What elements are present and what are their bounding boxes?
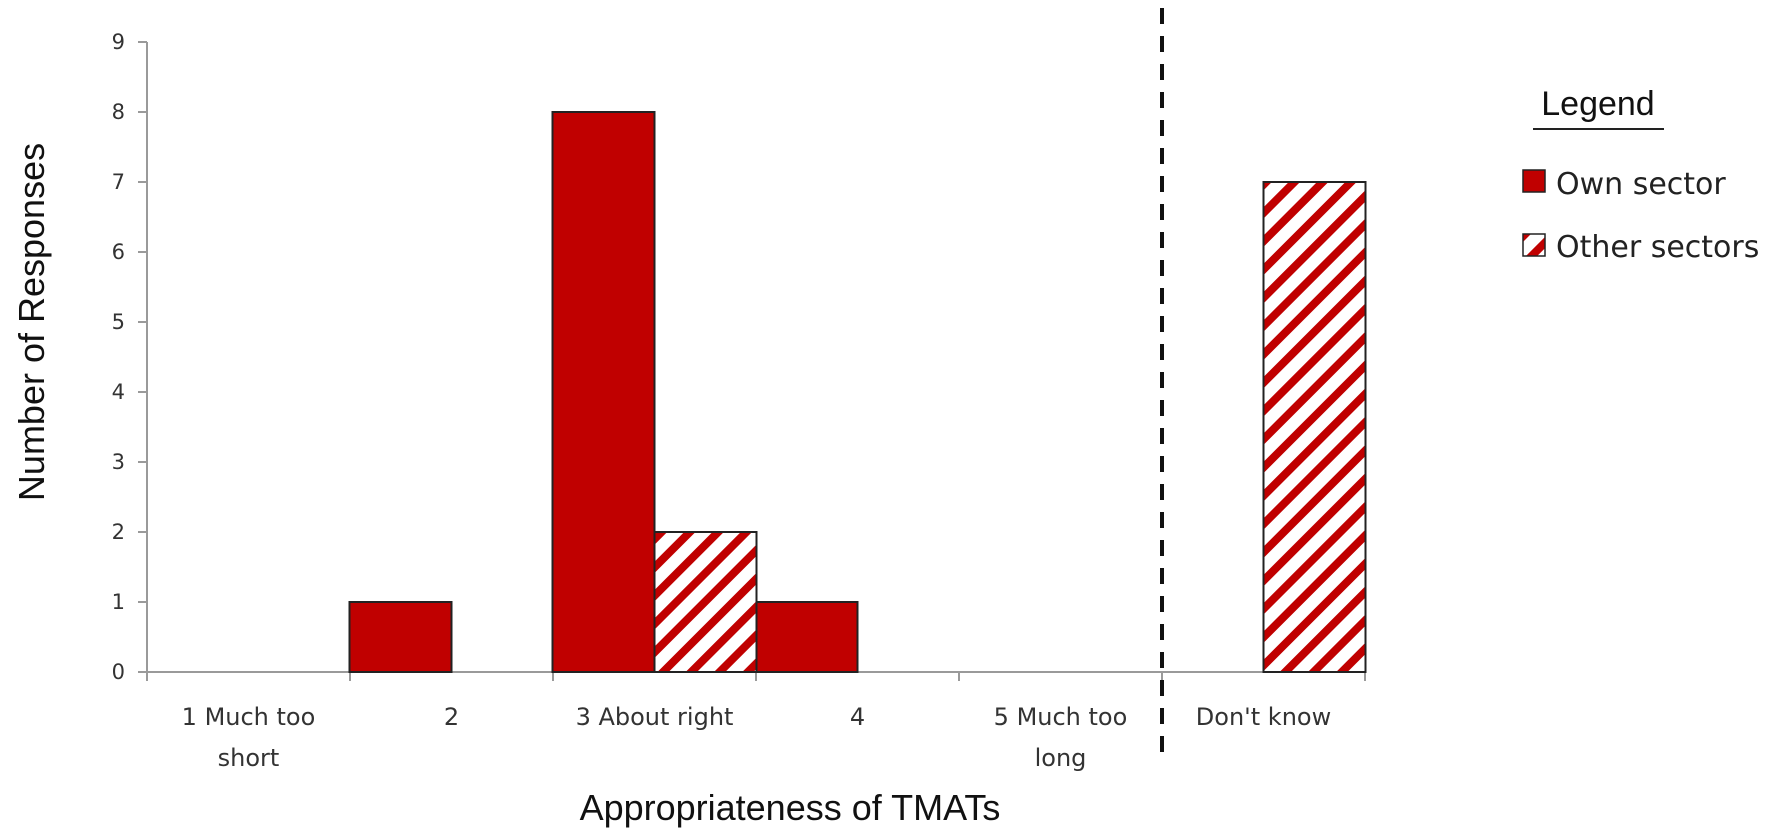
y-tick-label: 5 [112, 310, 125, 334]
legend-label-other-sectors: Other sectors [1556, 230, 1759, 265]
y-tick-label: 2 [112, 520, 125, 544]
bar-own-sector [551, 111, 656, 673]
legend-swatch-own-sector [1522, 169, 1546, 193]
bar-own-sector [348, 601, 453, 673]
y-axis-title: Number of Responses [11, 143, 52, 501]
legend-swatch-other-sectors [1522, 233, 1546, 257]
y-tick-label: 7 [112, 170, 125, 194]
x-category-label: 4 [850, 703, 865, 731]
legend-title: Legend [1541, 85, 1654, 123]
legend-label-own-sector: Own sector [1556, 167, 1726, 202]
x-category-label: 2 [444, 703, 459, 731]
y-tick-label: 6 [112, 240, 125, 264]
x-axis-title: Appropriateness of TMATs [580, 787, 1001, 828]
y-tick-label: 8 [112, 100, 125, 124]
y-tick-label: 3 [112, 450, 125, 474]
y-tick-label: 1 [112, 590, 125, 614]
y-tick-label: 4 [112, 380, 125, 404]
x-category-label: Don't know [1196, 703, 1331, 731]
y-tick-label: 0 [112, 660, 125, 684]
x-category-label: 3 About right [576, 703, 734, 731]
y-tick-label: 9 [112, 30, 125, 54]
x-category-label: 5 Much too long [994, 703, 1128, 772]
bar-other-sectors [1262, 181, 1367, 673]
bar-own-sector [754, 601, 859, 673]
bar-other-sectors [653, 531, 758, 673]
legend: Legend Own sector Other sectors [1522, 85, 1759, 265]
x-category-label: 1 Much too short [182, 703, 316, 772]
